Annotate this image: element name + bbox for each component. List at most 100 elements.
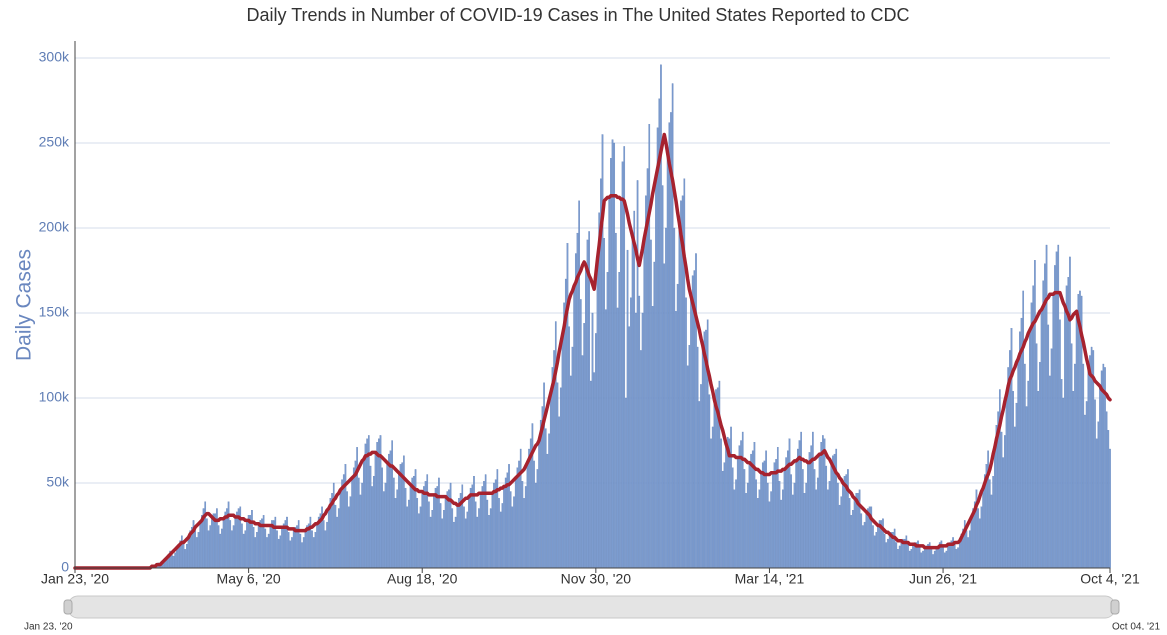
bar [528, 448, 530, 569]
y-tick-label: 300k [39, 49, 70, 65]
bar [259, 520, 262, 569]
bar [912, 544, 914, 569]
bar [411, 477, 414, 569]
bar [988, 479, 991, 569]
bar [766, 482, 769, 569]
bar [256, 532, 258, 569]
bar [967, 537, 969, 569]
bar [514, 477, 517, 569]
bar [611, 139, 614, 569]
bar [813, 469, 816, 569]
bar [828, 481, 831, 569]
bar [579, 299, 582, 569]
bar [536, 469, 539, 569]
bar [1097, 421, 1100, 569]
bar [606, 272, 609, 569]
bar [509, 491, 512, 569]
bar [327, 508, 330, 569]
bar [748, 462, 751, 569]
bar [768, 501, 771, 569]
bar [1092, 350, 1095, 569]
bar [449, 482, 452, 569]
bar [231, 530, 233, 569]
bar [282, 523, 285, 569]
bar [297, 520, 300, 569]
bar [1032, 285, 1035, 569]
bar [992, 476, 994, 569]
bar [393, 477, 395, 569]
bar [372, 476, 375, 569]
range-slider-handle[interactable] [1110, 599, 1120, 615]
bar [489, 508, 492, 569]
bar [224, 511, 227, 569]
bar [761, 462, 764, 569]
bar [907, 544, 909, 569]
bar [222, 518, 225, 569]
bar [306, 525, 308, 569]
bar [887, 538, 889, 569]
bar [725, 443, 727, 569]
bar [1107, 430, 1110, 569]
range-start-label: Jan 23, '20 [24, 622, 73, 630]
bar [544, 428, 547, 569]
bar [181, 535, 183, 569]
bar [756, 498, 759, 569]
bar [1052, 294, 1055, 569]
bar [551, 367, 554, 569]
bar [496, 469, 499, 569]
bar [733, 489, 736, 569]
bar [574, 253, 577, 569]
bar [588, 231, 590, 569]
bar [364, 443, 367, 569]
bar [958, 540, 961, 569]
bar [808, 452, 811, 569]
bar [204, 501, 207, 569]
bar [970, 516, 973, 569]
bar [381, 467, 383, 569]
bar [1007, 367, 1009, 569]
bar [322, 520, 325, 569]
bar [776, 447, 779, 569]
bar [765, 450, 767, 569]
bar [620, 198, 622, 569]
bar [626, 249, 629, 569]
bar [488, 515, 490, 569]
bar [1054, 265, 1056, 569]
bar [1087, 365, 1090, 569]
bar [930, 549, 933, 569]
bar [538, 440, 540, 569]
bar [691, 275, 694, 569]
bar [1064, 306, 1066, 569]
bar [1102, 363, 1105, 569]
bar [436, 486, 439, 569]
bar [847, 469, 849, 569]
bar [1062, 397, 1065, 569]
bar [1047, 324, 1050, 569]
bar [810, 445, 813, 569]
bar [246, 520, 248, 569]
bar [466, 511, 469, 569]
bar [262, 515, 265, 569]
bar [910, 549, 913, 569]
bar [357, 477, 360, 569]
bar [932, 554, 934, 569]
bar [481, 486, 484, 569]
bar [501, 503, 504, 569]
bar [443, 510, 445, 569]
bar [476, 516, 479, 569]
bar [651, 306, 654, 569]
bar [554, 321, 557, 569]
bar [918, 547, 921, 569]
bar [895, 542, 898, 569]
bar [862, 525, 864, 569]
bar [371, 486, 373, 569]
bar [957, 547, 959, 569]
range-slider-handle[interactable] [63, 599, 73, 615]
bar [790, 474, 792, 569]
bar [842, 482, 844, 569]
bar [426, 474, 429, 569]
bar [1094, 399, 1096, 569]
range-slider[interactable] [67, 595, 1116, 619]
bar [1014, 426, 1016, 569]
bar [1105, 411, 1108, 569]
